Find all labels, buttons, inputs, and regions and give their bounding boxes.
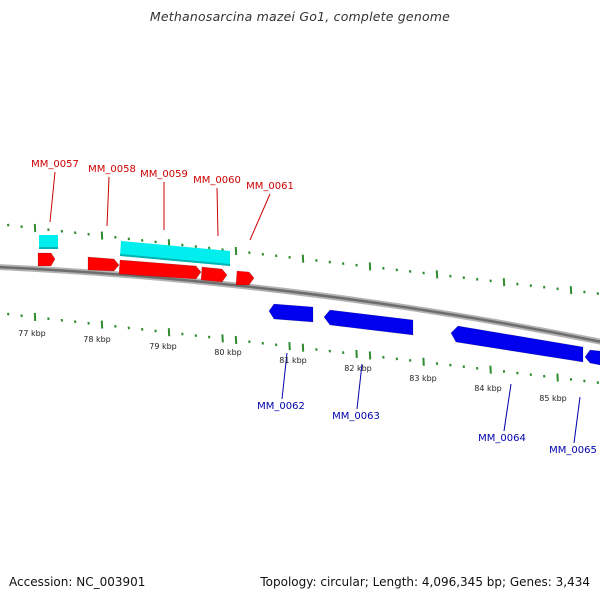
reverse-gene-arrow bbox=[584, 349, 600, 366]
label-leaders bbox=[49, 171, 581, 444]
feature-track bbox=[39, 235, 230, 266]
forward-gene-label: MM_0058 bbox=[88, 164, 136, 175]
leader-line bbox=[503, 383, 512, 432]
forward-gene-arrow bbox=[118, 259, 202, 280]
cds-feature bbox=[120, 241, 230, 266]
scale-label: 83 kbp bbox=[409, 374, 437, 383]
reverse-gene-label: MM_0062 bbox=[257, 401, 305, 412]
reverse-tick-track bbox=[7, 312, 599, 384]
genome-summary-text: Topology: circular; Length: 4,096,345 bp… bbox=[260, 575, 590, 589]
reverse-gene-arrow bbox=[323, 309, 414, 336]
reverse-gene-arrow bbox=[268, 303, 314, 323]
reverse-gene-arrow bbox=[450, 325, 584, 363]
genome-title: Methanosarcina mazei Go1, complete genom… bbox=[149, 9, 451, 24]
reverse-gene-label: MM_0063 bbox=[332, 411, 380, 422]
gene-labels: 77 kbp 78 kbp 79 kbp 80 kbp 81 kbp 82 kbp 83 k… bbox=[18, 159, 597, 456]
forward-gene-label: MM_0061 bbox=[246, 181, 294, 192]
forward-gene-label: MM_0059 bbox=[140, 169, 188, 180]
leader-line bbox=[49, 171, 56, 223]
forward-gene-arrow bbox=[87, 256, 120, 272]
scale-label: 78 kbp bbox=[83, 335, 111, 344]
scale-label: 84 kbp bbox=[474, 384, 502, 393]
gene-track bbox=[37, 252, 600, 366]
scale-label: 80 kbp bbox=[214, 348, 242, 357]
reverse-gene-label: MM_0065 bbox=[549, 445, 597, 456]
forward-gene-label: MM_0060 bbox=[193, 175, 241, 186]
leader-line bbox=[281, 352, 288, 400]
forward-gene-arrow bbox=[235, 270, 255, 286]
forward-gene-arrow bbox=[200, 266, 228, 283]
reverse-gene-label: MM_0064 bbox=[478, 433, 526, 444]
leader-line bbox=[356, 363, 363, 410]
scale-label: 82 kbp bbox=[344, 364, 372, 373]
forward-tick-track bbox=[7, 223, 599, 295]
scale-label: 77 kbp bbox=[18, 329, 46, 338]
leader-line bbox=[249, 193, 271, 241]
scale-label: 81 kbp bbox=[279, 356, 307, 365]
forward-gene-arrow bbox=[37, 252, 56, 267]
scale-label: 85 kbp bbox=[539, 394, 567, 403]
scale-label: 79 kbp bbox=[149, 342, 177, 351]
leader-line bbox=[573, 396, 581, 444]
leader-line bbox=[106, 176, 110, 227]
accession-text: Accession: NC_003901 bbox=[9, 575, 146, 589]
forward-gene-label: MM_0057 bbox=[31, 159, 79, 170]
cds-feature bbox=[39, 235, 58, 249]
leader-line bbox=[216, 187, 219, 237]
genome-backbone bbox=[0, 264, 600, 345]
